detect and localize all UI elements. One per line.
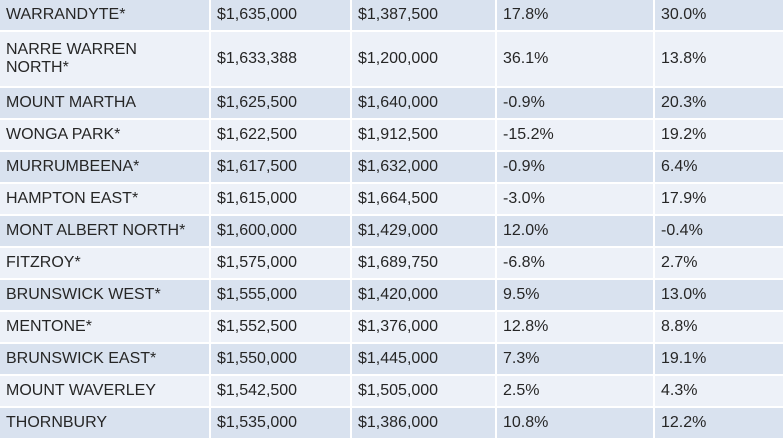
annual-change-cell: -6.8% <box>497 248 653 278</box>
long-term-change-cell: 17.9% <box>655 184 783 214</box>
median-price-cell: $1,535,000 <box>211 408 350 438</box>
annual-change-cell: 17.8% <box>497 0 653 30</box>
previous-price-cell: $1,445,000 <box>352 344 495 374</box>
annual-change-cell: 36.1% <box>497 32 653 86</box>
table-row: WONGA PARK* $1,622,500 $1,912,500 -15.2% 19.… <box>0 120 783 150</box>
previous-price-cell: $1,386,000 <box>352 408 495 438</box>
annual-change-cell: -0.9% <box>497 88 653 118</box>
median-price-cell: $1,625,500 <box>211 88 350 118</box>
suburb-cell: MOUNT MARTHA <box>0 88 209 118</box>
table-row: MONT ALBERT NORTH* $1,600,000 $1,429,000 12… <box>0 216 783 246</box>
table-row: HAMPTON EAST* $1,615,000 $1,664,500 -3.0% 17… <box>0 184 783 214</box>
annual-change-cell: 9.5% <box>497 280 653 310</box>
median-price-cell: $1,542,500 <box>211 376 350 406</box>
suburb-cell: FITZROY* <box>0 248 209 278</box>
table-row: MOUNT MARTHA $1,625,500 $1,640,000 -0.9% 20.… <box>0 88 783 118</box>
table-row: MURRUMBEENA* $1,617,500 $1,632,000 -0.9% 6.4… <box>0 152 783 182</box>
suburb-cell: MENTONE* <box>0 312 209 342</box>
long-term-change-cell: 30.0% <box>655 0 783 30</box>
suburb-cell: WONGA PARK* <box>0 120 209 150</box>
long-term-change-cell: 8.8% <box>655 312 783 342</box>
long-term-change-cell: 19.2% <box>655 120 783 150</box>
median-price-cell: $1,633,388 <box>211 32 350 86</box>
previous-price-cell: $1,387,500 <box>352 0 495 30</box>
long-term-change-cell: -0.4% <box>655 216 783 246</box>
median-price-cell: $1,635,000 <box>211 0 350 30</box>
previous-price-cell: $1,689,750 <box>352 248 495 278</box>
median-price-cell: $1,622,500 <box>211 120 350 150</box>
table-row: FITZROY* $1,575,000 $1,689,750 -6.8% 2.7% <box>0 248 783 278</box>
previous-price-cell: $1,505,000 <box>352 376 495 406</box>
median-price-cell: $1,575,000 <box>211 248 350 278</box>
annual-change-cell: 10.8% <box>497 408 653 438</box>
previous-price-cell: $1,376,000 <box>352 312 495 342</box>
median-price-cell: $1,600,000 <box>211 216 350 246</box>
suburb-cell: MONT ALBERT NORTH* <box>0 216 209 246</box>
annual-change-cell: -3.0% <box>497 184 653 214</box>
suburb-cell: THORNBURY <box>0 408 209 438</box>
previous-price-cell: $1,912,500 <box>352 120 495 150</box>
median-price-cell: $1,615,000 <box>211 184 350 214</box>
long-term-change-cell: 12.2% <box>655 408 783 438</box>
table-row: MOUNT WAVERLEY $1,542,500 $1,505,000 2.5% 4.… <box>0 376 783 406</box>
suburb-cell: WARRANDYTE* <box>0 0 209 30</box>
suburb-cell: HAMPTON EAST* <box>0 184 209 214</box>
annual-change-cell: 12.0% <box>497 216 653 246</box>
previous-price-cell: $1,640,000 <box>352 88 495 118</box>
previous-price-cell: $1,664,500 <box>352 184 495 214</box>
long-term-change-cell: 6.4% <box>655 152 783 182</box>
long-term-change-cell: 2.7% <box>655 248 783 278</box>
table-row: NARRE WARREN NORTH* $1,633,388 $1,200,000 3… <box>0 32 783 86</box>
annual-change-cell: 12.8% <box>497 312 653 342</box>
previous-price-cell: $1,420,000 <box>352 280 495 310</box>
median-price-cell: $1,617,500 <box>211 152 350 182</box>
table-row: BRUNSWICK WEST* $1,555,000 $1,420,000 9.5% 1… <box>0 280 783 310</box>
suburb-cell: MOUNT WAVERLEY <box>0 376 209 406</box>
previous-price-cell: $1,429,000 <box>352 216 495 246</box>
suburb-cell: MURRUMBEENA* <box>0 152 209 182</box>
previous-price-cell: $1,200,000 <box>352 32 495 86</box>
annual-change-cell: 7.3% <box>497 344 653 374</box>
previous-price-cell: $1,632,000 <box>352 152 495 182</box>
long-term-change-cell: 19.1% <box>655 344 783 374</box>
long-term-change-cell: 13.0% <box>655 280 783 310</box>
suburb-cell: NARRE WARREN NORTH* <box>0 32 209 86</box>
median-price-cell: $1,555,000 <box>211 280 350 310</box>
median-price-cell: $1,550,000 <box>211 344 350 374</box>
long-term-change-cell: 4.3% <box>655 376 783 406</box>
median-price-cell: $1,552,500 <box>211 312 350 342</box>
suburb-cell: BRUNSWICK WEST* <box>0 280 209 310</box>
table-row: WARRANDYTE* $1,635,000 $1,387,500 17.8% 30.0… <box>0 0 783 30</box>
table-row: MENTONE* $1,552,500 $1,376,000 12.8% 8.8% <box>0 312 783 342</box>
annual-change-cell: -15.2% <box>497 120 653 150</box>
annual-change-cell: 2.5% <box>497 376 653 406</box>
long-term-change-cell: 20.3% <box>655 88 783 118</box>
long-term-change-cell: 13.8% <box>655 32 783 86</box>
suburb-cell: BRUNSWICK EAST* <box>0 344 209 374</box>
table-row: BRUNSWICK EAST* $1,550,000 $1,445,000 7.3% 1… <box>0 344 783 374</box>
table-row: THORNBURY $1,535,000 $1,386,000 10.8% 12.2% <box>0 408 783 438</box>
annual-change-cell: -0.9% <box>497 152 653 182</box>
